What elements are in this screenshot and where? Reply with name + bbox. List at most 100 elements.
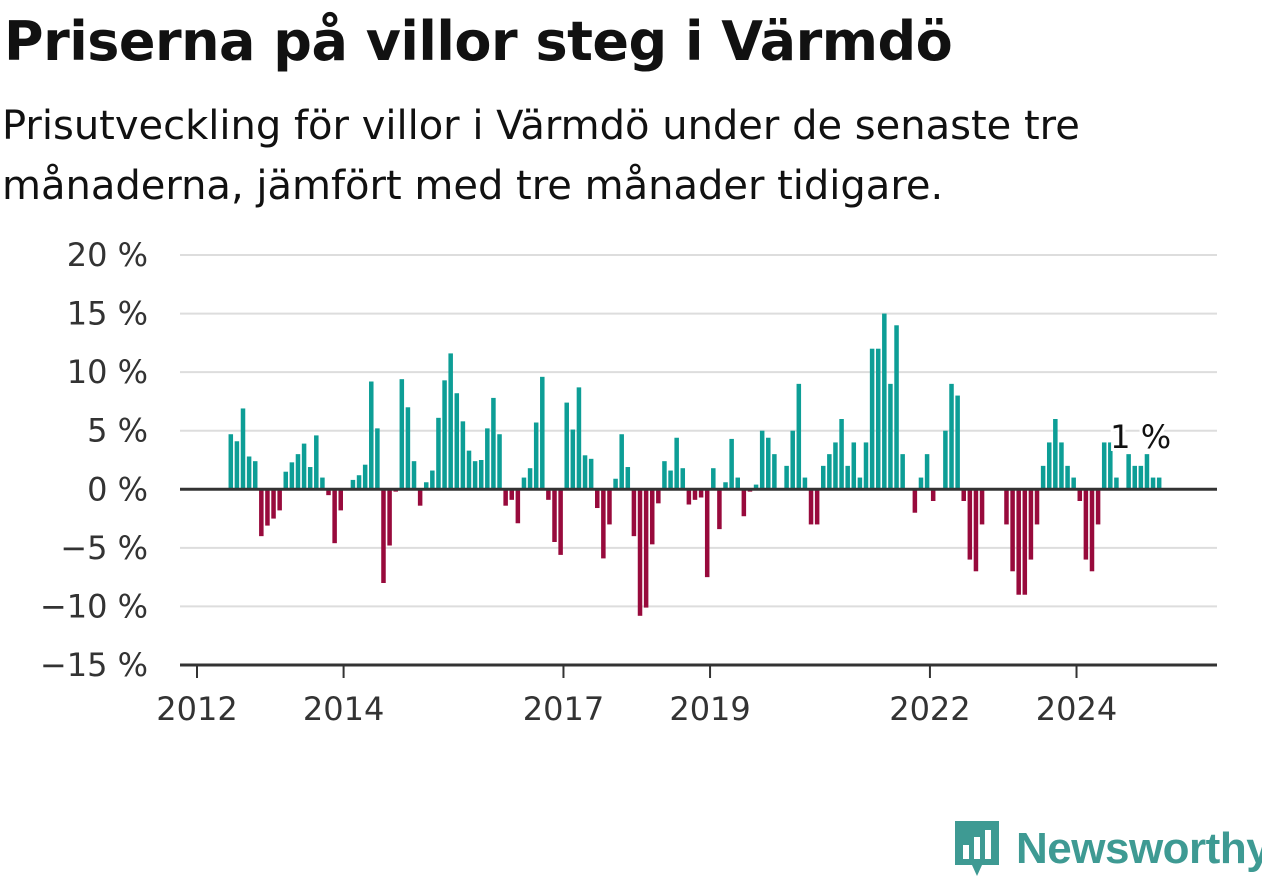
x-tick-label: 2024 xyxy=(1036,690,1117,728)
bar xyxy=(863,442,869,490)
bar xyxy=(497,434,502,490)
bar xyxy=(570,429,576,490)
bar xyxy=(649,489,655,545)
y-tick-label: −5 % xyxy=(60,529,148,567)
bar xyxy=(643,489,649,608)
bar xyxy=(472,461,478,490)
bar xyxy=(454,393,460,490)
bar xyxy=(851,442,857,490)
bar xyxy=(1028,489,1034,560)
bar xyxy=(802,477,808,490)
y-tick-label: 10 % xyxy=(67,353,148,391)
bar xyxy=(1150,477,1156,490)
bar xyxy=(1114,477,1119,490)
bar xyxy=(1010,489,1015,572)
newsworthy-wordmark: Newsworthy xyxy=(1016,824,1262,873)
bar xyxy=(381,489,386,583)
bar xyxy=(729,438,734,490)
chart-subtitle: Prisutveckling för villor i Värmdö under… xyxy=(2,103,1080,209)
bar xyxy=(1156,477,1162,490)
bar xyxy=(252,461,258,490)
y-tick-label: 20 % xyxy=(67,236,148,274)
bar xyxy=(326,489,331,496)
newsworthy-chart-icon xyxy=(955,821,999,876)
bar xyxy=(564,402,569,490)
bar xyxy=(442,380,447,490)
bar xyxy=(430,470,435,490)
bar xyxy=(1065,465,1070,490)
bar xyxy=(1071,477,1076,490)
bar xyxy=(772,454,777,490)
bar xyxy=(1144,454,1150,490)
bar xyxy=(930,489,936,501)
bar xyxy=(1059,442,1064,490)
bar xyxy=(961,489,966,501)
bar xyxy=(827,454,832,490)
chart-title: Priserna på villor steg i Värmdö xyxy=(4,10,953,73)
axes xyxy=(180,487,1217,678)
bar xyxy=(277,489,282,511)
bar xyxy=(423,482,429,490)
bar xyxy=(735,477,740,490)
bar xyxy=(460,421,466,490)
x-tick-label: 2017 xyxy=(523,690,604,728)
bar xyxy=(485,428,490,490)
bar xyxy=(839,419,844,490)
bar xyxy=(814,489,820,525)
bar xyxy=(845,465,850,490)
bar xyxy=(338,489,343,511)
bar xyxy=(869,348,875,490)
bar xyxy=(1034,489,1040,525)
bar xyxy=(491,397,496,490)
bar xyxy=(1046,442,1052,490)
bar xyxy=(875,348,881,490)
bar xyxy=(411,461,417,490)
bar xyxy=(1126,454,1131,490)
bar xyxy=(533,422,539,490)
bar xyxy=(625,467,631,490)
bar xyxy=(784,465,789,490)
bar xyxy=(1089,489,1095,572)
bar xyxy=(796,383,802,490)
gridlines xyxy=(180,254,1217,608)
bar xyxy=(582,455,588,490)
y-tick-label: 0 % xyxy=(87,470,148,508)
bar xyxy=(509,489,515,500)
bar xyxy=(405,407,411,490)
bar xyxy=(283,471,289,490)
bar xyxy=(350,479,356,490)
bar xyxy=(588,458,594,490)
bar xyxy=(668,470,673,490)
bar xyxy=(399,379,405,490)
bar xyxy=(759,430,765,490)
bar xyxy=(1022,489,1028,595)
bar xyxy=(369,381,374,490)
bar xyxy=(656,489,661,504)
bar xyxy=(949,383,954,490)
bar xyxy=(503,489,508,506)
bar xyxy=(686,489,692,505)
bar xyxy=(631,489,637,537)
bar xyxy=(674,437,679,490)
bar xyxy=(967,489,973,560)
bar xyxy=(1101,442,1107,490)
bar xyxy=(234,441,240,490)
bar xyxy=(924,454,930,490)
bar xyxy=(1108,442,1113,490)
bar xyxy=(1138,465,1144,490)
bar xyxy=(466,450,472,490)
bar xyxy=(857,477,863,490)
x-tick-label: 2014 xyxy=(303,690,384,728)
labels: 20 % 15 % 10 % 5 % 0 % −5 % −10 % −15 %2012 2014… xyxy=(40,236,1174,728)
bar xyxy=(1040,465,1046,490)
bar xyxy=(265,489,270,526)
y-tick-label: 5 % xyxy=(87,412,148,450)
bar xyxy=(356,475,362,490)
bar xyxy=(1132,465,1137,490)
bar xyxy=(228,434,234,490)
bar xyxy=(766,437,771,490)
x-tick-label: 2022 xyxy=(889,690,970,728)
bar xyxy=(362,464,368,490)
bar xyxy=(436,417,441,490)
